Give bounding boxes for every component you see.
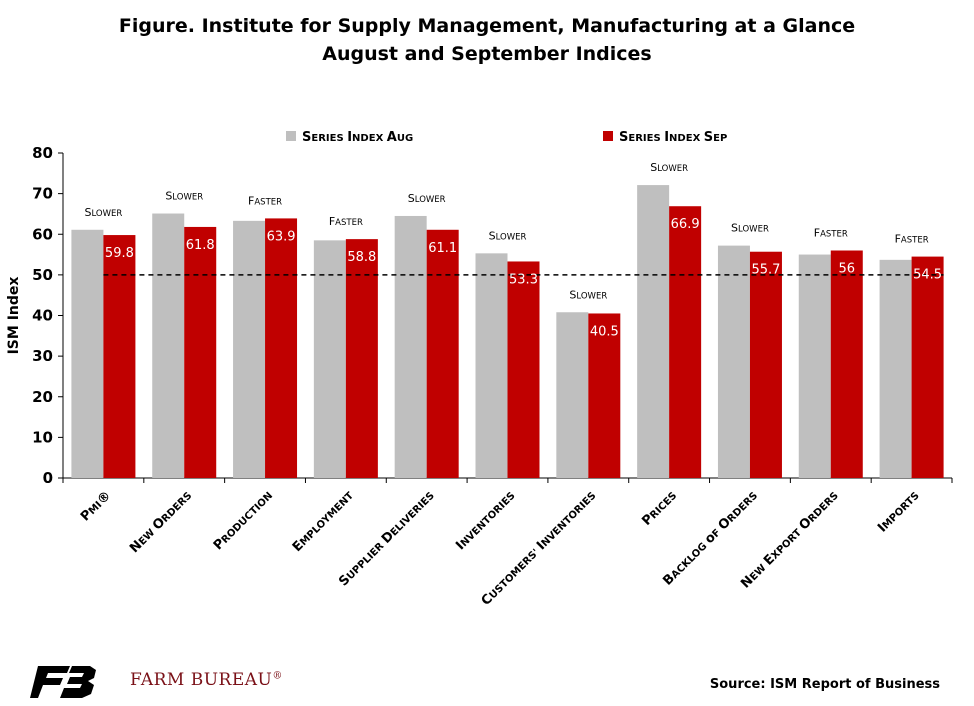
logo-registered-mark: ® — [272, 670, 283, 682]
farm-bureau-logo: FARM BUREAU® — [30, 664, 350, 704]
bar-sep — [426, 229, 459, 478]
chart-title: Figure. Institute for Supply Management,… — [0, 12, 974, 68]
bar-sep — [669, 206, 702, 478]
bar-aug — [798, 254, 831, 478]
x-tick-label: NEW EXPORT ORDERS — [738, 488, 841, 591]
chart-title-line-1: Figure. Institute for Supply Management,… — [118, 15, 856, 37]
bar-aug — [556, 312, 589, 478]
x-tick-label: CUSTOMERS' INVENTORIES — [479, 488, 600, 609]
y-tick-label: 80 — [32, 144, 53, 162]
bar-sep — [265, 218, 298, 478]
bar-annotation: SLOWER — [165, 190, 203, 203]
data-label-sep: 61.8 — [186, 238, 215, 253]
legend-swatch-sep — [603, 131, 613, 141]
y-tick-label: 60 — [32, 225, 53, 243]
data-label-sep: 56 — [838, 262, 855, 277]
bar-sep — [588, 313, 621, 478]
bar-aug — [394, 215, 427, 478]
chart-title-line-2: August and September Indices — [322, 43, 652, 65]
source-note: Source: ISM Report of Business — [709, 677, 940, 692]
bar-aug — [475, 253, 508, 478]
bar-annotation: SLOWER — [569, 288, 607, 301]
data-label-sep: 54.5 — [913, 268, 942, 283]
bar-sep — [103, 235, 136, 478]
y-tick-label: 40 — [32, 307, 53, 325]
bar-sep — [911, 256, 944, 478]
bar-sep — [184, 226, 217, 478]
bar-aug — [152, 213, 185, 478]
data-label-sep: 66.9 — [671, 217, 700, 232]
bar-annotation: FASTER — [329, 215, 363, 228]
bar-sep — [507, 261, 540, 478]
legend-swatch-aug — [286, 131, 296, 141]
x-tick-label: IMPORTS — [875, 488, 922, 535]
legend-label-sep: SERIES INDEX SEP — [619, 130, 727, 145]
x-tick-label: BACKLOG oF ORDERS — [660, 488, 760, 588]
data-label-sep: 40.5 — [590, 324, 619, 339]
x-tick-label: PMI® — [78, 488, 114, 524]
x-tick-label: SUPPLIER DELIVERIES — [336, 488, 437, 589]
legend-label-aug: SERIES INDEX AUG — [302, 130, 413, 145]
data-label-sep: 58.8 — [347, 250, 376, 265]
data-label-sep: 59.8 — [105, 246, 134, 261]
bar-aug — [879, 259, 912, 478]
bar-chart: 0 10 20 30 40 50 60 70 80 ISM Index 59.8 61.8 63.9 58… — [6, 130, 953, 609]
logo-text: FARM BUREAU — [130, 670, 273, 690]
y-tick-label: 0 — [43, 469, 53, 487]
bar-sep — [830, 250, 863, 478]
y-tick-label: 10 — [32, 428, 53, 446]
bar-sep — [749, 251, 782, 478]
x-tick-label: NEW ORDERS — [127, 488, 195, 556]
bar-annotation: SLOWER — [85, 206, 123, 219]
bar-aug — [717, 245, 750, 478]
data-label-sep: 53.3 — [509, 272, 538, 287]
y-tick-label: 30 — [32, 347, 53, 365]
bar-annotation: SLOWER — [489, 229, 527, 242]
bar-annotation: SLOWER — [650, 161, 688, 174]
data-label-sep: 63.9 — [267, 229, 296, 244]
x-tick-label: PRICES — [639, 488, 680, 529]
farm-bureau-logo-icon — [30, 666, 96, 698]
bar-annotation: SLOWER — [408, 192, 446, 205]
bar-aug — [637, 185, 670, 478]
x-tick-label: INVENTORIES — [453, 488, 518, 553]
bar-annotation: FASTER — [814, 227, 848, 240]
bar-annotation: FASTER — [248, 194, 282, 207]
bar-aug — [233, 220, 266, 478]
y-tick-label: 20 — [32, 388, 53, 406]
x-tick-label: PRODUCTION — [211, 488, 276, 553]
y-tick-label: 70 — [32, 185, 53, 203]
bar-aug — [71, 229, 104, 478]
bar-annotation: FASTER — [895, 233, 929, 246]
x-tick-label: EMPLOYMENT — [290, 488, 357, 555]
y-axis-title: ISM Index — [6, 277, 22, 355]
data-label-sep: 61.1 — [428, 241, 457, 256]
bar-annotation: SLOWER — [731, 222, 769, 235]
bar-sep — [345, 239, 378, 478]
y-tick-label: 50 — [32, 266, 53, 284]
data-label-sep: 55.7 — [751, 263, 780, 278]
bar-aug — [313, 240, 346, 478]
